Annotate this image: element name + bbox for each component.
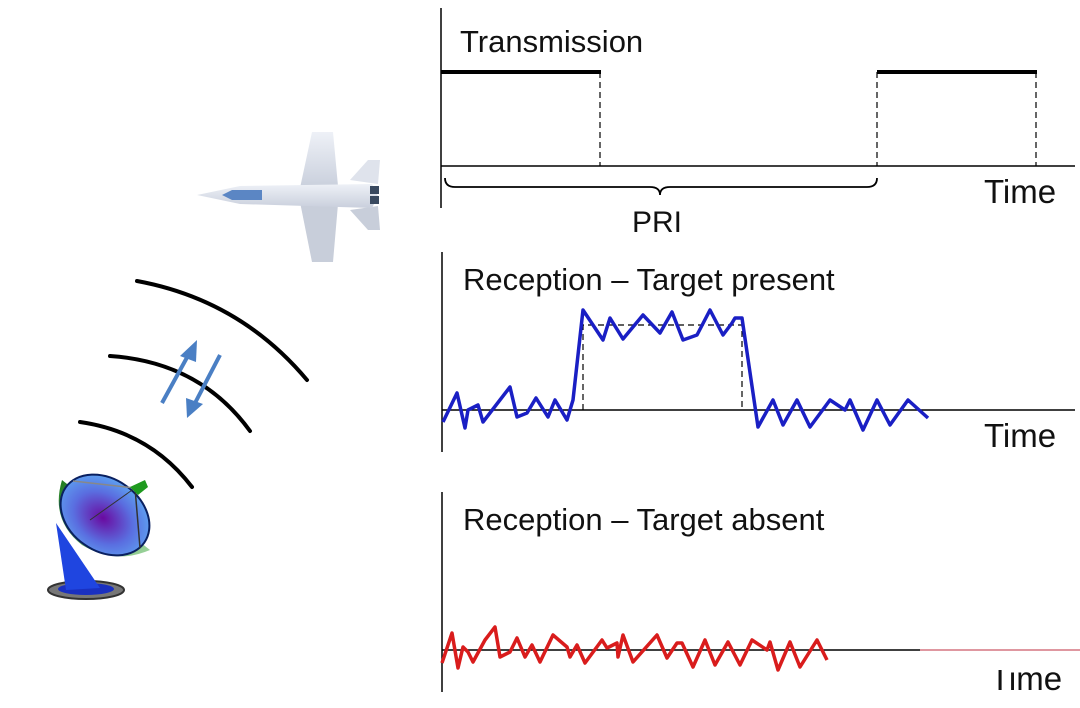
reception-present-title: Reception – Target present [463,262,835,297]
reception-present-panel: Reception – Target present Time [441,252,1075,454]
fighter-jet-icon [197,132,380,262]
transmission-time-label: Time [984,173,1056,210]
transmission-title: Transmission [460,24,643,59]
bidirectional-arrows-icon [160,340,222,418]
radar-dish-icon [47,473,151,600]
present-signal-trace [441,308,930,432]
radar-wave-arcs [78,279,309,489]
pri-brace [444,177,878,196]
absent-signal-trace [440,625,829,672]
transmission-panel: Transmission Time PRI [440,8,1075,239]
pri-label: PRI [632,206,682,239]
reception-absent-title: Reception – Target absent [463,502,825,537]
reception-present-time-label: Time [984,417,1056,454]
label-clip-mask [980,656,1080,670]
reception-absent-panel: Reception – Target absent Time [440,492,1080,697]
